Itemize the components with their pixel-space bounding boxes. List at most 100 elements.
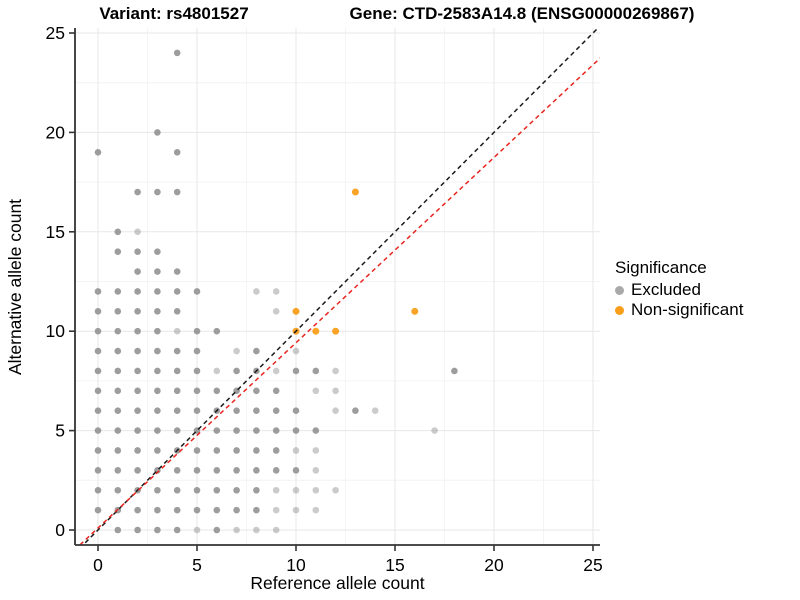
data-point-excluded — [213, 467, 221, 474]
data-point-excluded — [94, 447, 102, 454]
data-point-excluded — [213, 367, 221, 375]
data-point-excluded — [114, 407, 122, 415]
data-point-excluded — [272, 447, 280, 454]
data-point-excluded — [94, 347, 102, 355]
data-point-excluded — [94, 506, 102, 514]
data-point-excluded — [253, 467, 260, 474]
data-point-excluded — [233, 367, 240, 375]
data-point-excluded — [332, 387, 339, 395]
data-point-excluded — [154, 407, 161, 415]
data-point-excluded — [332, 367, 339, 375]
fit-line — [78, 57, 600, 545]
data-point-excluded — [213, 427, 221, 434]
data-point-non-significant — [332, 327, 340, 335]
data-point-excluded — [253, 288, 260, 295]
data-point-non-significant — [411, 307, 419, 315]
data-point-excluded — [154, 367, 161, 375]
data-point-excluded — [94, 308, 102, 315]
data-point-excluded — [451, 367, 458, 375]
data-point-excluded — [134, 288, 141, 295]
data-point-excluded — [312, 467, 320, 474]
data-point-excluded — [114, 308, 122, 315]
x-tick-label: 25 — [583, 555, 602, 575]
legend-item-label: Non-significant — [631, 300, 744, 319]
data-point-excluded — [193, 506, 201, 514]
data-point-excluded — [292, 467, 300, 474]
data-point-excluded — [173, 387, 181, 395]
data-point-excluded — [193, 347, 201, 355]
data-point-excluded — [332, 486, 339, 494]
data-point-excluded — [272, 526, 280, 534]
data-point-excluded — [114, 467, 122, 474]
data-point-excluded — [114, 447, 122, 454]
data-point-excluded — [154, 268, 161, 275]
data-point-excluded — [233, 347, 240, 355]
identity-line — [82, 28, 600, 545]
data-point-excluded — [193, 486, 201, 494]
data-point-excluded — [114, 248, 122, 255]
data-point-excluded — [154, 129, 161, 136]
data-point-excluded — [253, 526, 260, 534]
data-point-excluded — [114, 228, 122, 236]
data-point-excluded — [94, 367, 102, 375]
data-point-excluded — [292, 407, 300, 415]
data-point-excluded — [213, 327, 221, 335]
data-point-excluded — [292, 367, 300, 375]
data-point-excluded — [173, 268, 181, 275]
data-point-excluded — [154, 308, 161, 315]
data-point-excluded — [213, 486, 221, 494]
excluded-dot-icon — [615, 285, 624, 295]
data-point-excluded — [272, 506, 280, 514]
x-tick-label: 0 — [93, 555, 103, 575]
legend-item-non-significant: Non-significant — [615, 300, 743, 320]
y-tick-label: 0 — [55, 520, 65, 540]
data-point-excluded — [134, 526, 141, 534]
data-point-excluded — [94, 327, 102, 335]
data-point-excluded — [253, 407, 260, 415]
data-point-excluded — [134, 347, 141, 355]
data-point-excluded — [272, 486, 280, 494]
data-point-excluded — [193, 407, 201, 415]
data-point-excluded — [173, 407, 181, 415]
x-tick-label: 10 — [286, 555, 306, 575]
data-point-excluded — [173, 367, 181, 375]
y-tick-label: 25 — [46, 23, 65, 43]
data-point-excluded — [94, 407, 102, 415]
data-point-excluded — [233, 486, 240, 494]
x-tick-label: 20 — [484, 555, 504, 575]
legend-item-excluded: Excluded — [615, 280, 743, 300]
y-tick-label: 5 — [55, 421, 65, 441]
data-point-excluded — [114, 327, 122, 335]
y-tick-label: 15 — [46, 222, 65, 242]
data-point-excluded — [154, 486, 161, 494]
data-point-excluded — [272, 427, 280, 434]
panel-background — [75, 28, 600, 545]
data-point-excluded — [193, 288, 201, 295]
data-point-excluded — [312, 367, 320, 375]
data-point-excluded — [94, 467, 102, 474]
data-point-excluded — [94, 486, 102, 494]
data-point-excluded — [94, 148, 102, 156]
data-point-excluded — [213, 387, 221, 395]
data-point-excluded — [173, 308, 181, 315]
data-point-excluded — [233, 526, 240, 534]
data-point-excluded — [154, 288, 161, 295]
data-point-excluded — [134, 387, 141, 395]
data-point-excluded — [292, 506, 300, 514]
data-point-excluded — [134, 427, 141, 434]
data-point-excluded — [173, 288, 181, 295]
data-point-excluded — [272, 467, 280, 474]
data-point-excluded — [193, 526, 201, 534]
data-point-excluded — [173, 506, 181, 514]
data-point-excluded — [292, 347, 300, 355]
data-point-excluded — [173, 467, 181, 474]
data-point-excluded — [134, 506, 141, 514]
data-point-excluded — [213, 506, 221, 514]
variant-title: Variant: rs4801527 — [99, 4, 249, 23]
data-point-excluded — [233, 427, 240, 434]
legend-title: Significance — [615, 258, 707, 277]
data-point-excluded — [233, 407, 240, 415]
data-point-excluded — [253, 387, 260, 395]
data-point-excluded — [173, 526, 181, 534]
